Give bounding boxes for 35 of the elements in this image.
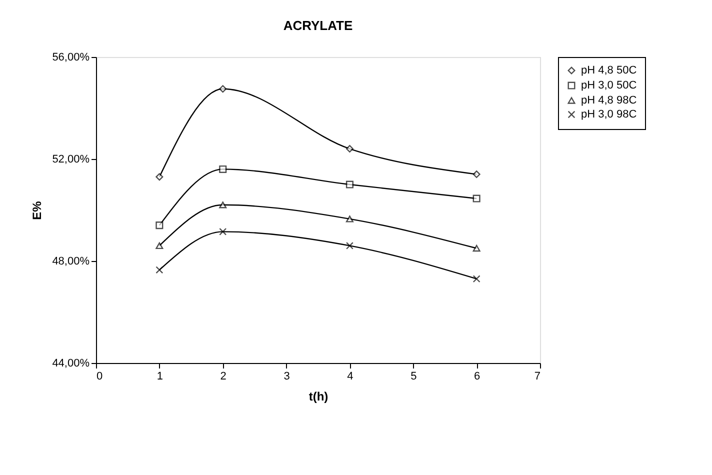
point bbox=[219, 202, 227, 208]
y-tick-label: 48,00% bbox=[52, 256, 90, 268]
point bbox=[156, 222, 164, 230]
point bbox=[219, 228, 227, 236]
x-tick-label: 4 bbox=[347, 370, 354, 382]
point bbox=[472, 275, 480, 283]
point bbox=[156, 242, 164, 250]
y-tick-label: 44,00% bbox=[52, 358, 90, 370]
legend-label: pH 3,0 50C bbox=[581, 80, 637, 92]
point bbox=[346, 242, 354, 250]
x-axis-title: t(h) bbox=[308, 390, 328, 404]
point bbox=[156, 266, 164, 274]
x-tick-label: 1 bbox=[156, 370, 163, 382]
y-axis-title: E% bbox=[30, 200, 44, 220]
x-tick-label: 0 bbox=[96, 370, 103, 382]
point bbox=[219, 85, 227, 93]
point bbox=[219, 165, 227, 173]
x-tick-label: 2 bbox=[220, 370, 226, 382]
x-tick-label: 7 bbox=[534, 370, 540, 382]
x-tick-label: 3 bbox=[284, 370, 290, 382]
legend-label: pH 4,8 98C bbox=[581, 94, 637, 106]
chart-title: ACRYLATE bbox=[283, 18, 353, 33]
y-tick-label: 56,00% bbox=[52, 52, 90, 64]
point bbox=[346, 180, 354, 188]
point bbox=[472, 194, 480, 202]
point bbox=[156, 173, 164, 181]
x-tick-label: 5 bbox=[410, 370, 417, 382]
y-tick-label: 52,00% bbox=[52, 154, 90, 166]
x-tick-label: 6 bbox=[474, 370, 480, 382]
point bbox=[472, 244, 480, 252]
point bbox=[346, 145, 354, 153]
legend-label: pH 4,8 50C bbox=[581, 64, 637, 76]
point bbox=[472, 170, 480, 178]
point bbox=[346, 216, 354, 222]
legend-label: pH 3,0 98C bbox=[581, 108, 637, 120]
